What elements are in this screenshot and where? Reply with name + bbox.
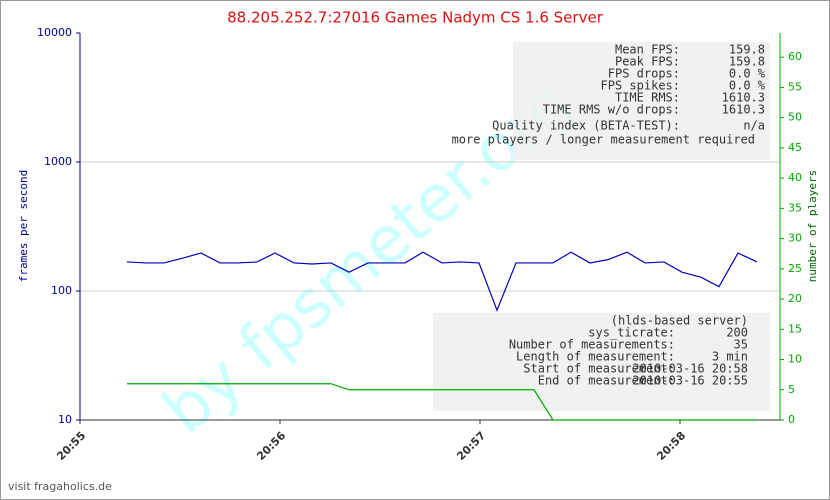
- stat-value: 35: [734, 338, 748, 352]
- y2-tick-label: 45: [788, 141, 802, 154]
- stat-label: Quality index (BETA-TEST):: [492, 119, 680, 133]
- stat-value: 0.0 %: [729, 67, 766, 81]
- y2-axis-label: number of players: [806, 170, 819, 283]
- stat-value: 200: [726, 326, 748, 340]
- data-line: [126, 251, 758, 312]
- stat-label: Number of measurements:: [509, 338, 675, 352]
- y2-tick-label: 10: [788, 353, 802, 366]
- y2-tick-label: 60: [788, 50, 802, 63]
- stat-label: Length of measurement:: [516, 350, 675, 364]
- y-tick-label: 10: [58, 413, 72, 426]
- stat-value: 159.8: [729, 43, 765, 57]
- y-tick-label: 100: [51, 284, 72, 297]
- stat-value: 1610.3: [722, 103, 765, 117]
- y2-tick-label: 20: [788, 292, 802, 305]
- y2-tick-label: 0: [788, 413, 795, 426]
- y2-tick-label: 15: [788, 322, 802, 335]
- y2-tick-label: 25: [788, 262, 802, 275]
- stat-label: End of measurement:: [538, 374, 675, 388]
- chart-title: 88.205.252.7:27016 Games Nadym CS 1.6 Se…: [227, 9, 604, 27]
- y2-tick-label: 5: [788, 383, 795, 396]
- stat-note: more players / longer measurement requir…: [452, 133, 755, 147]
- stat-value: 0.0 %: [729, 79, 766, 93]
- stat-value: n/a: [743, 119, 765, 133]
- stat-label: sys_ticrate:: [588, 326, 675, 340]
- stat-label: TIME RMS:: [615, 91, 680, 105]
- stat-label: Start of measurement:: [523, 362, 675, 376]
- y2-tick-label: 55: [788, 80, 802, 93]
- data-line: [127, 383, 757, 421]
- stat-label: FPS drops:: [608, 67, 680, 81]
- stat-label: FPS spikes:: [601, 79, 680, 93]
- y-axis-label: frames per second: [17, 170, 30, 283]
- y-tick-label: 1000: [44, 155, 72, 168]
- stat-label: TIME RMS w/o drops:: [543, 103, 680, 117]
- stat-value: 2010-03-16 20:58: [632, 362, 748, 376]
- y2-tick-label: 40: [788, 171, 802, 184]
- y-tick-label: 10000: [37, 26, 72, 39]
- stat-label: Mean FPS:: [615, 43, 680, 57]
- footer: visit fragaholics.de: [8, 480, 112, 493]
- y2-tick-label: 35: [788, 201, 802, 214]
- stat-label: Peak FPS:: [615, 55, 680, 69]
- stat-value: 159.8: [729, 55, 765, 69]
- y2-tick-label: 30: [788, 232, 802, 245]
- stats-box-bottom: [433, 313, 770, 411]
- stat-value: 1610.3: [722, 91, 765, 105]
- stat-title: (hlds-based server): [611, 314, 748, 328]
- stats-box-top: [513, 42, 770, 160]
- stat-value: 2010-03-16 20:55: [632, 374, 748, 388]
- y2-tick-label: 50: [788, 111, 802, 124]
- stat-value: 3 min: [712, 350, 748, 364]
